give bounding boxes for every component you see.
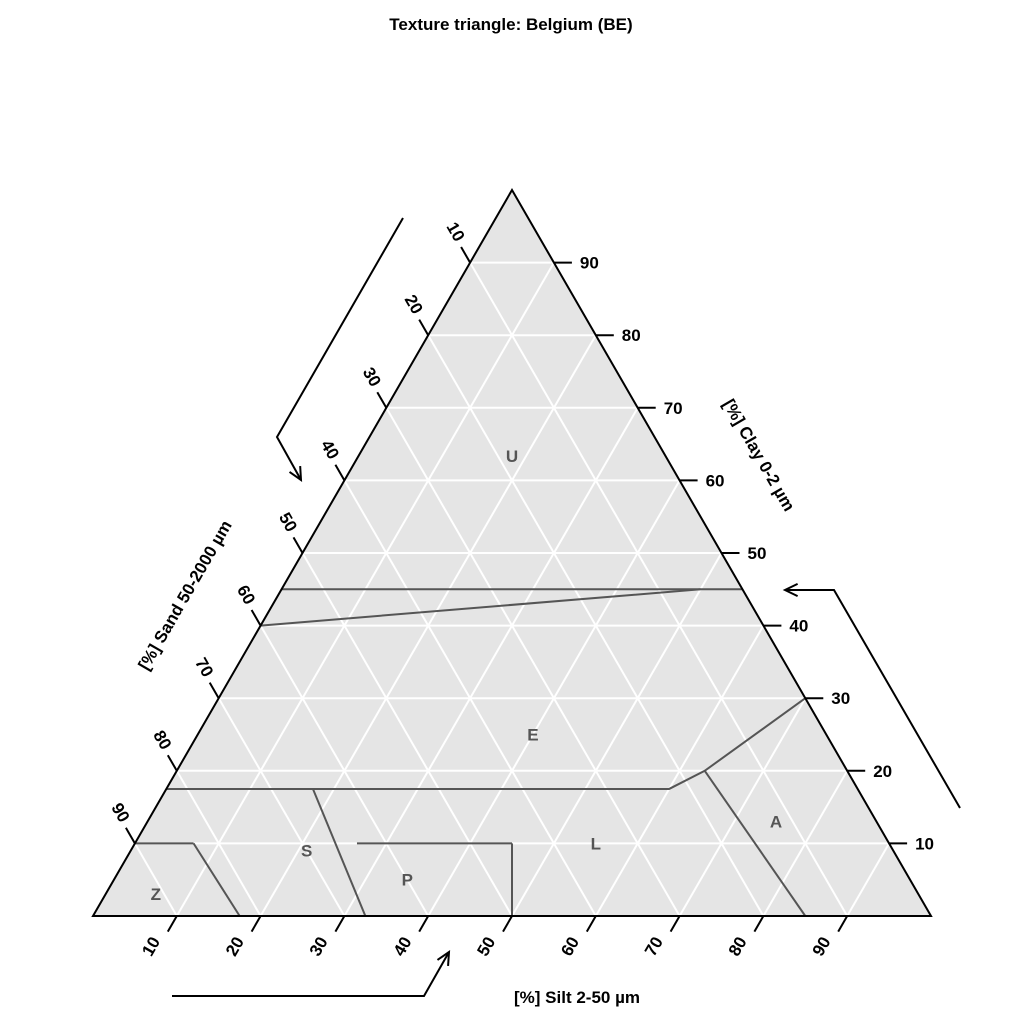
silt-tick-label: 20 — [222, 934, 248, 960]
clay-tick-label: 70 — [664, 399, 683, 418]
silt-tick-label: 90 — [809, 934, 835, 960]
clay-tick-label: 80 — [622, 326, 641, 345]
silt-tick — [585, 915, 597, 933]
class-label-e: E — [527, 726, 538, 745]
sand-tick-label: 30 — [359, 364, 385, 390]
clay-tick-label: 20 — [873, 762, 892, 781]
clay-tick-label: 50 — [748, 544, 767, 563]
class-boundary — [166, 697, 806, 790]
class-boundary — [312, 788, 367, 917]
silt-tick — [334, 915, 346, 933]
grid-line-sand — [301, 552, 513, 917]
sand-tick — [292, 536, 304, 554]
silt-tick — [669, 915, 681, 933]
silt-tick — [753, 915, 765, 933]
silt-tick-label: 50 — [473, 934, 499, 960]
class-boundary — [703, 770, 807, 917]
silt-tick-label: 70 — [641, 934, 667, 960]
class-labels: U E Z S P L A — [151, 447, 782, 904]
sand-tick-label: 70 — [191, 654, 217, 680]
silt-tick-label: 10 — [138, 934, 164, 960]
sand-tick — [125, 827, 136, 844]
grid-line-silt — [678, 697, 807, 917]
sand-direction-arrow-head — [288, 465, 303, 483]
grid-line-silt — [343, 407, 639, 917]
class-label-u: U — [506, 447, 518, 466]
clay-direction-arrow-head — [782, 583, 799, 597]
sand-tick-label: 60 — [233, 582, 259, 608]
clay-tick-label: 30 — [831, 689, 850, 708]
clay-tick-label: 10 — [915, 834, 934, 853]
clay-tick-label: 40 — [789, 617, 808, 636]
class-boundaries — [134, 588, 807, 917]
sand-tick-label: 50 — [275, 509, 301, 535]
silt-tick — [502, 915, 513, 933]
silt-tick — [837, 915, 849, 933]
clay-tick-label: 90 — [580, 254, 599, 273]
silt-tick — [418, 915, 430, 933]
grid-line-silt — [846, 842, 890, 917]
sand-tick — [166, 754, 178, 772]
sand-tick — [250, 609, 262, 627]
chart-title: Texture triangle: Belgium (BE) — [389, 15, 632, 34]
silt-axis-label: [%] Silt 2-50 µm — [514, 988, 640, 1007]
class-label-z: Z — [151, 885, 161, 904]
class-label-l: L — [591, 834, 601, 853]
sand-tick — [208, 682, 220, 699]
sand-tick — [334, 464, 346, 481]
silt-tick-label: 40 — [390, 934, 416, 960]
silt-tick-label: 80 — [725, 934, 751, 960]
class-label-s: S — [301, 842, 312, 861]
grid-line-sand — [134, 842, 178, 917]
sand-tick — [418, 319, 430, 336]
sand-tick — [376, 391, 388, 409]
sand-tick-label: 40 — [317, 437, 343, 463]
silt-tick — [166, 915, 178, 933]
clay-direction-arrow — [785, 589, 961, 809]
clay-tick-label: 60 — [706, 471, 725, 490]
class-label-a: A — [770, 813, 782, 832]
silt-direction-arrow — [172, 951, 450, 997]
sand-tick — [460, 246, 471, 264]
grid-line-sand — [385, 407, 681, 917]
class-boundary — [192, 842, 241, 917]
sand-tick-label: 90 — [107, 800, 133, 826]
silt-tick — [250, 915, 262, 933]
sand-tick-label: 20 — [401, 291, 427, 317]
silt-direction-arrow-head — [436, 950, 451, 967]
sand-tick-label: 10 — [443, 219, 469, 245]
sand-axis-label: [%] Sand 50-2000 µm — [135, 517, 236, 673]
grid-line-sand — [259, 625, 430, 917]
class-label-p: P — [402, 871, 413, 890]
grid-line-silt — [594, 625, 765, 917]
grid-line-sand — [175, 770, 262, 917]
grid-line-silt — [511, 552, 723, 917]
silt-tick-label: 30 — [306, 934, 332, 960]
sand-tick-label: 80 — [149, 727, 175, 753]
grid-line-sand — [217, 697, 346, 917]
grid-line-silt — [762, 770, 849, 917]
clay-axis-label: [%] Clay 0-2 µm — [719, 396, 798, 515]
sand-direction-arrow — [275, 217, 404, 481]
silt-tick-label: 60 — [557, 934, 583, 960]
